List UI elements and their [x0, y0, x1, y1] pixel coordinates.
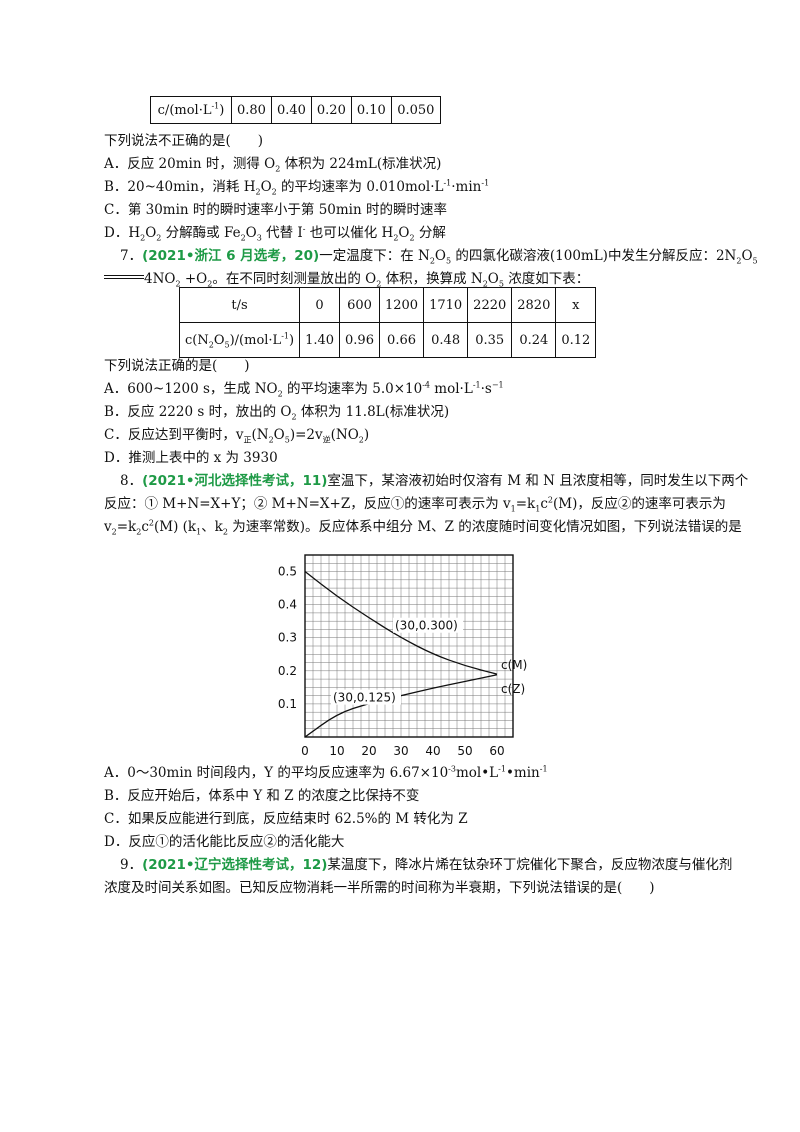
q6-option-a: A．反应 20min 时，测得 O2 体积为 224mL(标准状况) — [104, 156, 442, 174]
table-2: t/s 0 600 1200 1710 2220 2820 x c(N2O5)/… — [178, 287, 597, 358]
q8-line-3: v2=k2c2(M) (k1、k2 为速率常数)。反应体系中组分 M、Z 的浓度… — [104, 518, 742, 537]
q6-option-c: C．第 30min 时的瞬时速率小于第 50min 时的瞬时速率 — [104, 202, 447, 218]
x-tick-label: 20 — [361, 744, 376, 758]
plot-frame — [304, 554, 514, 738]
q9-line-1: 9．(2021•辽宁选择性考试，12)某温度下，降冰片烯在钛杂环丁烷催化下聚合，… — [120, 857, 733, 873]
table-2-cell: x — [555, 287, 597, 323]
x-tick-label: 30 — [393, 744, 408, 758]
q8-option-b: B．反应开始后，体系中 Y 和 Z 的浓度之比保持不变 — [104, 788, 420, 804]
q7-line-2: 4NO2 +O2。在不同时刻测量放出的 O2 体积，换算成 N2O5 浓度如下表… — [104, 270, 589, 288]
table-1: c/(mol·L-1) 0.80 0.40 0.20 0.10 0.050 — [150, 96, 441, 124]
concentration-time-chart: 0 10 20 30 40 50 60 0.1 0.2 0.3 0.4 0.5 c(M) c(Z) (30,… — [278, 554, 527, 758]
table-2-cell: 2220 — [467, 287, 513, 323]
series-label: c(Z) — [501, 682, 525, 696]
q6-option-b: B．20~40min，消耗 H2O2 的平均速率为 0.010mol·L-1·m… — [104, 178, 490, 197]
table-2-cell: 1200 — [378, 287, 425, 323]
x-tick-label: 50 — [457, 744, 472, 758]
q6-option-d: D．H2O2 分解酶或 Fe2O3 代替 I- 也可以催化 H2O2 分解 — [104, 224, 446, 243]
q8-option-d: D．反应①的活化能比反应②的活化能大 — [104, 834, 345, 850]
q6-prompt: 下列说法不正确的是( ) — [104, 133, 264, 149]
table-2-cell: 0.96 — [339, 322, 380, 358]
table-2-cell: 600 — [339, 287, 380, 323]
q7-option-a: A．600~1200 s，生成 NO2 的平均速率为 5.0×10-4 mol·… — [104, 380, 504, 399]
q8-option-c: C．如果反应能进行到底，反应结束时 62.5%的 M 转化为 Z — [104, 811, 468, 827]
table-2-cell: 2820 — [511, 287, 557, 323]
q9-line-2: 浓度及时间关系如图。已知反应物消耗一半所需的时间称为半衰期，下列说法错误的是( … — [104, 880, 655, 896]
table-2-header-t: t/s — [178, 287, 301, 323]
series-line — [304, 571, 498, 675]
table-2-cell: 0.48 — [423, 322, 469, 358]
table-1-header: c/(mol·L-1) — [150, 96, 232, 124]
table-1-cell: 0.20 — [310, 96, 352, 124]
q8-line-2: 反应：① M+N=X+Y；② M+N=X+Z，反应①的速率可表示为 v1=k1c… — [104, 495, 726, 514]
y-tick-label: 0.2 — [278, 664, 297, 678]
series-label: c(M) — [501, 658, 527, 672]
q7-option-c: C．反应达到平衡时，v正(N2O5)=2v逆(NO2) — [104, 427, 370, 445]
x-tick-label: 60 — [489, 744, 504, 758]
y-tick-label: 0.4 — [278, 598, 297, 612]
x-tick-label: 40 — [425, 744, 440, 758]
q8-option-a: A．0～30min 时间段内，Y 的平均反应速率为 6.67×10-3mol•L… — [104, 764, 548, 781]
q7-line-1: 7．(2021•浙江 6 月选考，20)一定温度下：在 N2O5 的四氯化碳溶液… — [120, 248, 758, 266]
table-2-cell: 0.24 — [511, 322, 557, 358]
table-1-cell: 0.80 — [231, 96, 272, 124]
annotation-label: (30,0.125) — [333, 691, 396, 705]
annotation-bg — [393, 617, 463, 633]
table-2-cell: 0 — [299, 287, 341, 323]
q7-prompt: 下列说法正确的是( ) — [104, 358, 250, 374]
table-2-cell: 1.40 — [299, 322, 341, 358]
table-2-cell: 0.66 — [378, 322, 425, 358]
annotation-label: (30,0.300) — [395, 619, 458, 633]
x-tick-label: 10 — [329, 744, 344, 758]
table-1-cell: 0.40 — [270, 96, 312, 124]
table-2-cell: 0.35 — [467, 322, 513, 358]
table-2-cell: 1710 — [423, 287, 469, 323]
table-2-cell: 0.12 — [555, 322, 597, 358]
table-2-header-c: c(N2O5)/(mol·L-1) — [178, 322, 301, 358]
y-tick-label: 0.1 — [278, 697, 297, 711]
annotation-bg — [331, 689, 401, 705]
equilibrium-arrow-icon — [104, 273, 144, 283]
table-1-cell: 0.10 — [350, 96, 392, 124]
q8-line-1: 8．(2021•河北选择性考试，11)室温下，某溶液初始时仅溶有 M 和 N 且… — [120, 473, 749, 489]
q7-option-b: B．反应 2220 s 时，放出的 O2 体积为 11.8L(标准状况) — [104, 404, 450, 422]
y-tick-label: 0.3 — [278, 631, 297, 645]
y-tick-label: 0.5 — [278, 565, 297, 579]
q7-option-d: D．推测上表中的 x 为 3930 — [104, 450, 278, 466]
x-tick-label: 0 — [301, 744, 309, 758]
table-1-cell: 0.050 — [390, 96, 441, 124]
